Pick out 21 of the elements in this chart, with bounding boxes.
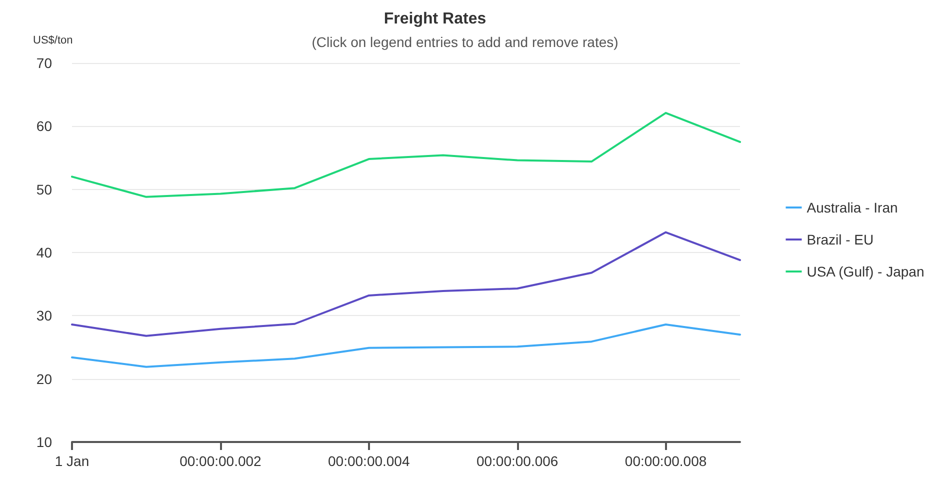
y-axis-title: US$/ton bbox=[33, 34, 73, 46]
legend-label: USA (Gulf) - Japan bbox=[806, 264, 924, 280]
x-tick-label: 00:00:00.006 bbox=[476, 453, 558, 469]
y-tick-label: 20 bbox=[36, 370, 52, 387]
x-tick-label: 00:00:00.002 bbox=[180, 453, 262, 469]
legend-label: Australia - Iran bbox=[806, 200, 898, 216]
y-tick-label: 60 bbox=[36, 118, 52, 134]
y-tick-label: 70 bbox=[36, 55, 52, 71]
line-series bbox=[71, 112, 741, 198]
line-series bbox=[71, 324, 741, 368]
x-tick-label: 1 Jan bbox=[54, 453, 90, 469]
y-tick-label: 10 bbox=[36, 434, 52, 450]
x-tick-label: 00:00:00.008 bbox=[624, 453, 707, 469]
x-tick-label: 00:00:00.004 bbox=[328, 453, 410, 469]
line-series bbox=[71, 231, 741, 337]
chart-title: Freight Rates bbox=[384, 10, 486, 28]
y-tick-label: 50 bbox=[36, 181, 52, 198]
y-tick-label: 30 bbox=[36, 308, 52, 324]
chart-subtitle: (Click on legend entries to add and remove rates) bbox=[312, 34, 618, 50]
legend-label: Brazil - EU bbox=[806, 232, 874, 248]
y-tick-label: 40 bbox=[36, 244, 52, 260]
